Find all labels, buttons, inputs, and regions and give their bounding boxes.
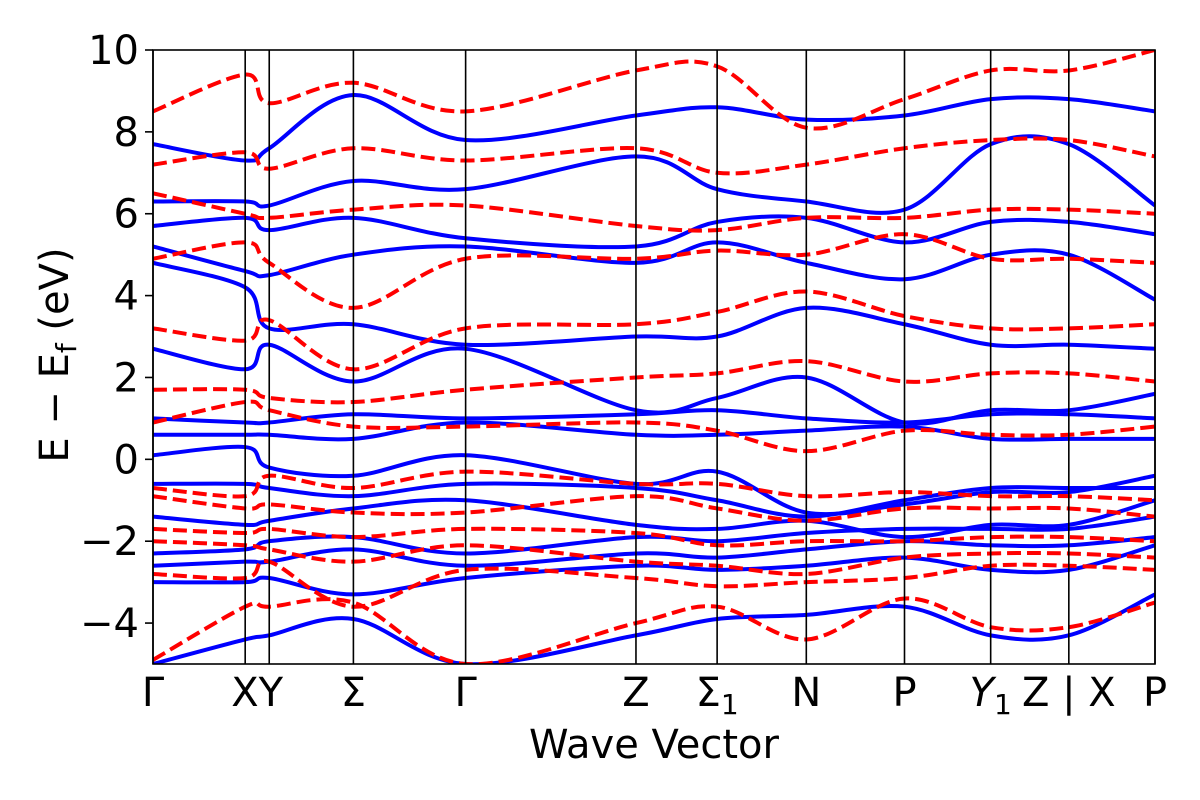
x-tick-label: N [791, 670, 821, 716]
y-tick-label: −2 [80, 519, 139, 565]
x-axis-ticks: Γ XY Σ Γ Z Σ1 N P Y1 Z | X P [142, 670, 1167, 721]
dashed-band-11 [153, 136, 1155, 176]
x-tick-label: XY [231, 670, 283, 716]
y-axis-label-tail: (eV) [32, 247, 78, 343]
x-tick-label: Z | X [1022, 670, 1116, 716]
x-tick-label: P [1143, 670, 1167, 716]
plot-frame [152, 49, 1156, 665]
x-tick-label: Y1 [970, 670, 1012, 721]
band-lines [153, 50, 1155, 664]
y-axis-label: E − Ef (eV) [32, 247, 83, 462]
dashed-band-7 [153, 359, 1155, 405]
solid-band-7 [153, 420, 1155, 442]
solid-band-0 [153, 592, 1155, 664]
x-tick-label: Σ1 [696, 670, 739, 721]
y-tick-label: −4 [80, 601, 139, 647]
y-axis-label-sub: f [50, 342, 83, 353]
solid-band-10 [153, 260, 1155, 351]
solid-band-12 [153, 214, 1155, 250]
x-tick-label: Σ [341, 670, 366, 716]
y-tick-label: 6 [114, 192, 139, 238]
solid-band-11 [153, 240, 1155, 302]
solid-band-5 [153, 481, 1155, 519]
x-axis-label: Wave Vector [529, 722, 780, 768]
dashed-band-12 [153, 50, 1155, 131]
y-tick-label: 10 [88, 28, 139, 74]
x-tick-label: Γ [454, 670, 477, 716]
x-tick-label: Z [622, 670, 649, 716]
y-tick-label: 8 [114, 110, 139, 156]
solid-band-9 [153, 342, 1155, 426]
x-tick-label: Γ [142, 670, 165, 716]
dashed-band-8 [153, 289, 1155, 372]
x-tick-label: P [892, 670, 916, 716]
solid-band-13 [153, 134, 1155, 215]
y-axis-ticks: −4 −2 0 2 4 6 8 10 [80, 28, 153, 647]
y-tick-label: 0 [114, 437, 139, 483]
y-tick-label: 2 [114, 355, 139, 401]
y-tick-label: 4 [114, 274, 139, 320]
y-axis-label-lead: E − E [32, 353, 78, 463]
